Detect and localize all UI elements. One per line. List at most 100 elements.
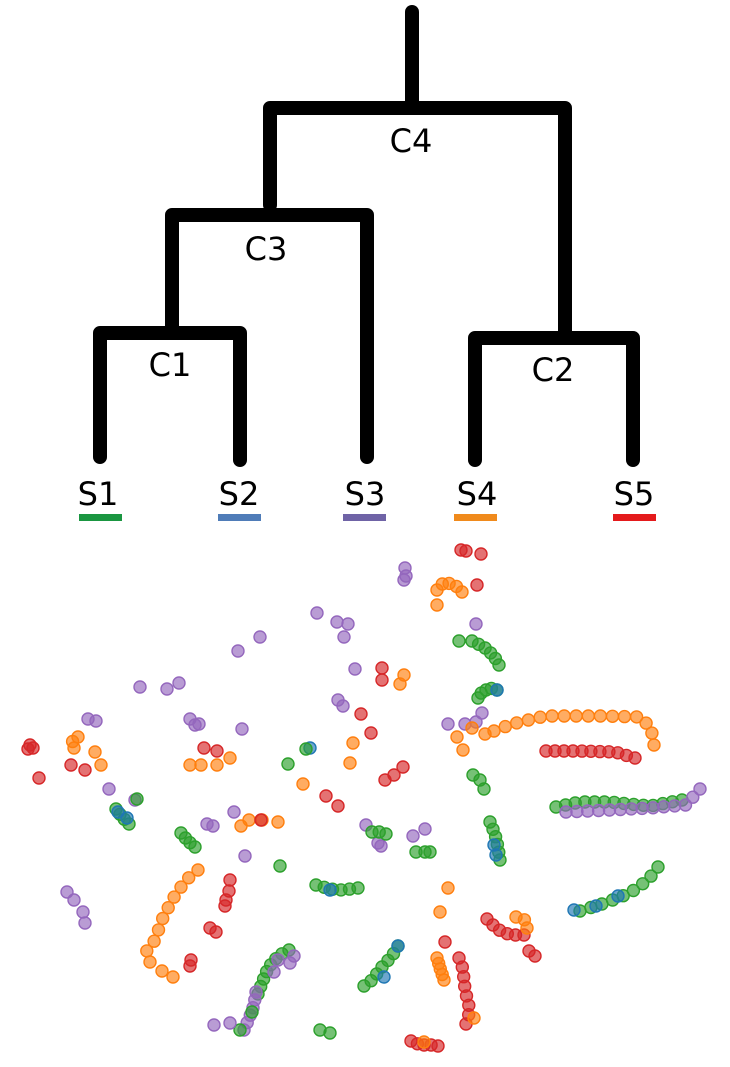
scatter-point	[206, 819, 220, 833]
scatter-point	[406, 829, 420, 843]
scatter-point	[183, 959, 197, 973]
scatter-point	[644, 869, 658, 883]
leaf-swatch-s3	[343, 514, 386, 521]
scatter-point	[475, 706, 489, 720]
leaf-swatch-s5	[613, 514, 656, 521]
scatter-point	[143, 955, 157, 969]
scatter-point	[245, 1005, 259, 1019]
scatter-point	[459, 544, 473, 558]
scatter-point	[235, 722, 249, 736]
scatter-point	[337, 630, 351, 644]
leaf-label-s3: S3	[345, 475, 386, 513]
scatter-point	[437, 973, 451, 987]
scatter-point	[151, 923, 166, 937]
scatter-point	[130, 792, 144, 806]
scatter-point	[498, 719, 512, 734]
scatter-point	[188, 840, 202, 854]
scatter-point	[242, 813, 256, 827]
scatter-point	[533, 710, 547, 724]
leaf-legend: S1 S2 S3 S4 S5	[78, 475, 656, 521]
scatter-point	[223, 751, 237, 765]
scatter-point	[94, 758, 108, 772]
scatter-point	[299, 742, 313, 756]
scatter-point	[467, 1011, 481, 1025]
leaf-swatch-s4	[454, 514, 497, 521]
scatter-point	[227, 805, 241, 819]
scatter-point	[455, 585, 469, 599]
scatter-point	[210, 744, 224, 758]
scatter-point	[161, 901, 175, 915]
scatter-point	[387, 768, 401, 782]
scatter-point	[490, 683, 504, 697]
cluster-label-c1: C1	[149, 346, 192, 384]
scatter-point	[423, 845, 437, 859]
cluster-label-c3: C3	[245, 230, 288, 268]
scatter-point	[521, 713, 536, 727]
c1-branch	[93, 326, 247, 467]
scatter-point	[417, 1035, 431, 1049]
dendrogram: C4 C3 C1 C2	[93, 5, 640, 467]
scatter-point	[78, 763, 92, 777]
scatter-point	[441, 717, 455, 731]
scatter-point	[474, 547, 488, 561]
scatter-point	[331, 799, 345, 813]
scatter-point	[273, 859, 287, 873]
scatter-point	[469, 617, 483, 631]
scatter-point	[102, 782, 116, 796]
scatter-point	[489, 848, 503, 862]
c4-branch	[263, 101, 572, 342]
scatter-point	[267, 965, 281, 979]
scatter-point	[639, 716, 653, 730]
leaf-swatch-s2	[218, 514, 261, 521]
scatter-point	[155, 964, 169, 978]
scatter-point	[174, 880, 188, 894]
c2-branch	[468, 331, 640, 467]
scatter-point	[647, 738, 661, 752]
scatter-point	[296, 777, 310, 791]
scatter-point	[21, 742, 35, 756]
scatter-point	[617, 709, 632, 724]
scatter-point	[183, 758, 197, 772]
scatter-point	[167, 890, 181, 904]
scatter-point	[452, 634, 466, 648]
scatter-point	[336, 699, 350, 713]
scatter-point	[354, 707, 368, 721]
scatter-point	[140, 944, 154, 958]
scatter-point	[377, 970, 391, 984]
scatter-point	[343, 756, 357, 770]
scatter-point	[310, 606, 324, 620]
scatter-point	[32, 771, 46, 785]
scatter-point	[559, 805, 573, 819]
scatter-point	[283, 956, 297, 970]
scatter-point	[611, 889, 625, 903]
scatter-point	[624, 802, 638, 816]
scatter-point	[433, 905, 447, 919]
scatter-point	[191, 863, 205, 877]
scatter-point	[441, 881, 455, 895]
scatter-point	[374, 839, 388, 853]
scatter-point	[651, 860, 665, 874]
scatter-point	[510, 716, 524, 730]
embedding-scatter	[21, 543, 707, 1053]
scatter-point	[364, 726, 378, 740]
scatter-point	[636, 877, 650, 891]
scatter-point	[210, 758, 224, 772]
scatter-point	[629, 710, 644, 724]
scatter-point	[207, 1018, 221, 1032]
cluster-label-c2: C2	[532, 351, 575, 389]
scatter-point	[181, 871, 196, 885]
scatter-point	[520, 921, 534, 935]
scatter-point	[477, 782, 491, 796]
scatter-point	[557, 709, 571, 723]
scatter-point	[581, 709, 595, 723]
scatter-point	[357, 979, 371, 993]
c3-branch	[165, 208, 374, 464]
scatter-point	[569, 709, 583, 723]
scatter-point	[67, 893, 81, 907]
leaf-label-s5: S5	[614, 475, 655, 513]
leaf-swatch-s1	[79, 514, 122, 521]
scatter-point	[155, 911, 170, 926]
scatter-point	[160, 682, 174, 696]
scatter-point	[271, 953, 285, 967]
scatter-point	[645, 726, 659, 740]
